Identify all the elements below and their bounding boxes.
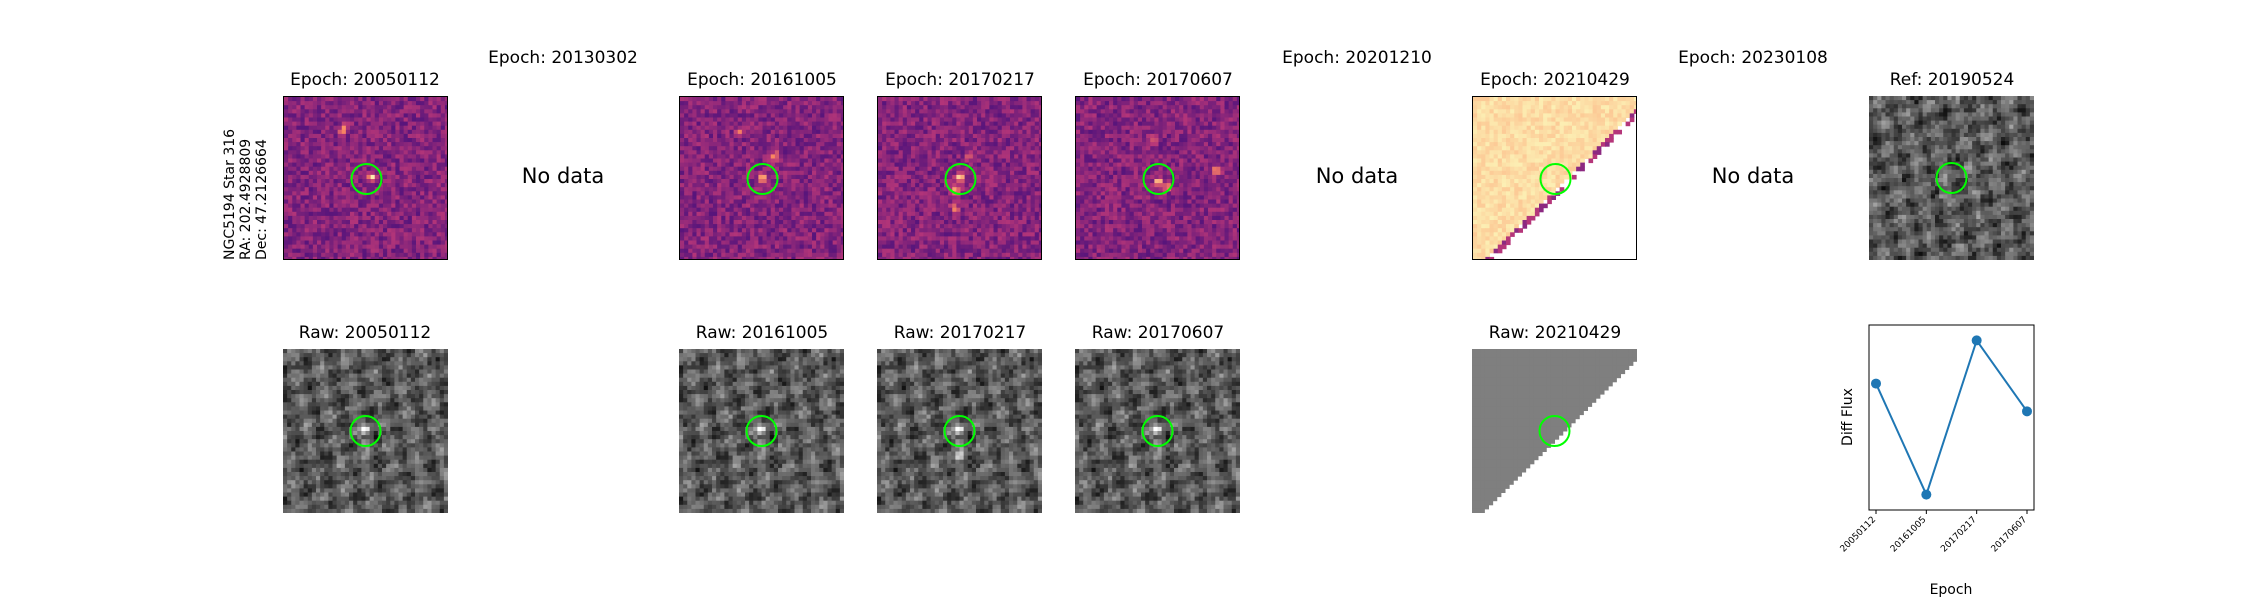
target-circle [1142, 163, 1175, 195]
raw-image-20170607 [1075, 349, 1240, 513]
star-info-label: NGC5194 Star 316 RA: 202.4928809 Dec: 47… [222, 129, 270, 260]
epoch-title-6: Epoch: 20201210 [1282, 48, 1432, 68]
raw-title-3: Raw: 20170217 [893, 323, 1027, 343]
raw-title-2: Raw: 20161005 [695, 323, 829, 343]
ref-image-20190524 [1869, 96, 2034, 260]
target-circle [349, 415, 382, 447]
ref-title: Ref: 20190524 [1889, 70, 2015, 90]
data-point [1871, 378, 1881, 389]
epoch-title-1: Epoch: 20050112 [290, 70, 440, 90]
epoch-title-3: Epoch: 20161005 [687, 70, 837, 90]
raw-title-5: Raw: 20210429 [1488, 323, 1622, 343]
no-data-20201210: No data [1315, 164, 1399, 188]
x-tick-label: 20050112 [1839, 515, 1878, 554]
diff-image-20050112 [283, 96, 448, 260]
data-point [2022, 406, 2032, 417]
star-dec: Dec: 47.2126664 [254, 139, 270, 260]
epoch-title-5: Epoch: 20170607 [1083, 70, 1233, 90]
target-circle [350, 163, 383, 195]
y-axis-label: Diff Flux [1840, 388, 1856, 446]
epoch-title-2: Epoch: 20130302 [488, 48, 638, 68]
data-point [1921, 489, 1932, 500]
diff-image-20170217 [877, 96, 1042, 260]
target-circle [1538, 415, 1571, 447]
star-ra: RA: 202.4928809 [238, 138, 254, 260]
epoch-title-7: Epoch: 20210429 [1480, 70, 1630, 90]
diff-image-20161005 [679, 96, 844, 260]
x-axis-label: Epoch [1930, 582, 1973, 598]
target-circle [944, 163, 977, 195]
target-circle [746, 163, 779, 195]
raw-image-20170217 [877, 349, 1042, 513]
target-circle [1935, 162, 1968, 194]
raw-title-4: Raw: 20170607 [1091, 323, 1225, 343]
no-data-20230108: No data [1711, 164, 1795, 188]
raw-image-20210429 [1472, 349, 1637, 513]
light-curve-chart: Diff Flux Epoch 20050112 20161005 20170217… [1839, 324, 2035, 598]
target-circle [943, 415, 976, 447]
diff-image-20170607 [1075, 96, 1240, 260]
epoch-title-8: Epoch: 20230108 [1678, 48, 1828, 68]
raw-image-20161005 [679, 349, 844, 513]
star-name: NGC5194 Star 316 [222, 128, 238, 260]
epoch-title-4: Epoch: 20170217 [885, 70, 1035, 90]
series-line [1875, 338, 2028, 498]
x-tick-label: 20170607 [1990, 515, 2029, 554]
raw-image-20050112 [283, 349, 448, 513]
target-circle [745, 415, 778, 447]
target-circle [1539, 163, 1572, 195]
plot-frame [1868, 324, 2035, 511]
x-tick-label: 20170217 [1939, 515, 1978, 554]
x-tick-label: 20161005 [1889, 515, 1928, 554]
target-circle [1141, 415, 1174, 447]
raw-title-1: Raw: 20050112 [298, 323, 432, 343]
no-data-20130302: No data [521, 164, 605, 188]
data-point [1971, 335, 1982, 346]
diff-image-20210429 [1472, 96, 1637, 260]
